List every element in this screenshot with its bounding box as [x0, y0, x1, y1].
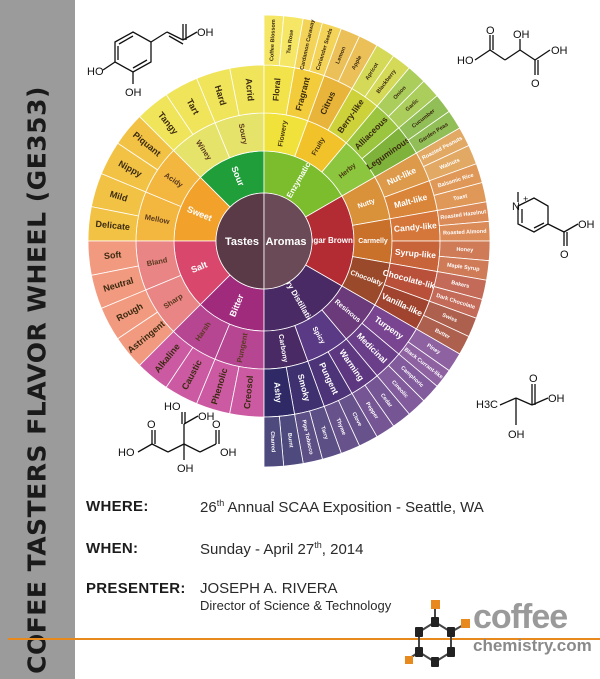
trig-o: O [560, 249, 569, 261]
citric-oh3: OH [220, 447, 237, 459]
lactic-oh1: OH [508, 429, 525, 441]
caffeic-oh-low: OH [125, 87, 142, 99]
taste-mid-label-soury: Soury [237, 123, 250, 146]
aroma-desc-label-15: Toast [453, 193, 468, 202]
aroma-desc-label-18: Honey [456, 247, 474, 254]
center-aromas [263, 192, 313, 290]
taste-outer-nippy [100, 142, 159, 193]
taste-outer-astringent [117, 311, 175, 367]
taste-outer-creosol [229, 366, 265, 418]
taste-outer-hard [196, 67, 240, 124]
caffeic-oh: OH [197, 27, 214, 39]
malic-ho: HO [457, 55, 474, 67]
taste-outer-label-acrid: Acrid [244, 78, 256, 102]
coffee-chemistry-logo[interactable]: coffee chemistry.com [405, 598, 595, 668]
citric-ho1: HO [118, 447, 135, 459]
aroma-desc-label-16: Roasted Hazelnut [440, 209, 487, 221]
aroma-desc-35 [263, 415, 285, 468]
molecule-logo-icon [405, 600, 470, 667]
citric-o3: O [212, 419, 221, 431]
lactic-acid-molecule: H3C OH OH O [476, 373, 565, 441]
aroma-outer-label-ashy: Ashy [272, 382, 284, 404]
taste-outer-alkaline [138, 330, 194, 388]
aroma-mid-label-carbony: Carbony [277, 334, 289, 363]
citric-o1: O [147, 419, 156, 431]
aroma-desc-label-35: Charred [269, 431, 276, 452]
citric-oh1: OH [198, 411, 215, 423]
aroma-desc-label-1: Tea Rose [286, 29, 295, 54]
center-aromas-label: Aromas [266, 236, 307, 248]
aroma-desc-label-34: Burnt [286, 433, 294, 448]
lactic-h3c: H3C [476, 399, 498, 411]
taste-outer-label-soft: Soft [103, 249, 121, 261]
taste-outer-tangy [138, 94, 194, 152]
malic-o2: O [531, 78, 540, 90]
caffeic-ho: HO [87, 66, 104, 78]
citric-oh2: OH [177, 463, 194, 475]
logo-text-coffee: coffee [473, 598, 568, 636]
where-value: 26th Annual SCAA Exposition - Seattle, W… [200, 498, 484, 516]
center-tastes-label: Tastes [225, 236, 259, 248]
taste-outer-neutral [90, 265, 147, 309]
aroma-desc-label-22: Swiss [441, 313, 458, 325]
trigonelline-molecule: N + OH O [512, 192, 595, 261]
taste-outer-piquant [117, 115, 175, 171]
lactic-o: O [529, 373, 538, 385]
aroma-inner-label-sugar-browning: Sugar Browning [303, 236, 365, 245]
trig-n: N [512, 201, 520, 213]
taste-outer-phenolic [196, 358, 240, 415]
taste-outer-rough [100, 289, 159, 340]
logo-text-chemistry: chemistry.com [473, 636, 592, 655]
caffeic-acid-molecule: HO OH OH [87, 24, 214, 99]
logo-node-orange [431, 600, 440, 609]
taste-outer-soft [87, 240, 139, 276]
when-label: WHEN: [86, 540, 139, 557]
citric-ho2: HO [164, 401, 181, 413]
taste-outer-label-mild: Mild [109, 189, 129, 204]
taste-outer-label-delicate: Delicate [95, 219, 130, 232]
center-tastes [215, 192, 265, 290]
taste-outer-mild [90, 173, 147, 217]
taste-mid-label-bland: Bland [146, 255, 169, 268]
aroma-desc-label-32: Tarry [319, 426, 329, 441]
malic-o1: O [486, 25, 495, 37]
trig-plus: + [523, 194, 528, 204]
accent-divider [8, 638, 600, 640]
aroma-mid-label-flowery: Flowery [278, 120, 290, 147]
lactic-oh2: OH [548, 393, 565, 405]
citric-acid-molecule: HO O HO OH OH OH O O [118, 401, 237, 475]
trig-oh: OH [578, 219, 595, 231]
aroma-outer-label-candy-like: Candy-like [394, 220, 438, 234]
taste-outer-label-creosol: Creosol [242, 375, 255, 409]
aroma-desc-label-20: Bakers [451, 280, 470, 290]
taste-outer-delicate [87, 206, 139, 242]
presenter-label: PRESENTER: [86, 580, 186, 597]
aroma-desc-label-19: Maple Syrup [447, 263, 481, 273]
aroma-outer-label-floral: Floral [271, 78, 283, 102]
where-label: WHERE: [86, 498, 149, 515]
aroma-desc-label-17: Roasted Almond [443, 229, 487, 237]
malic-acid-molecule: HO O OH OH O [457, 25, 568, 90]
presenter-title: Director of Science & Technology [200, 598, 392, 613]
malic-oh1: OH [513, 29, 530, 41]
taste-outer-caustic [165, 346, 216, 405]
aroma-outer-label-syrup-like: Syrup-like [395, 247, 437, 261]
taste-outer-tart [165, 77, 216, 136]
malic-oh2: OH [551, 45, 568, 57]
when-value: Sunday - April 27th, 2014 [200, 540, 364, 558]
flavor-wheel: SourSweetSaltBitterSouryWineyAcidyMellow… [87, 14, 491, 468]
sidebar [0, 0, 75, 679]
presenter-name: JOSEPH A. RIVERA [200, 580, 338, 597]
aroma-desc-label-0: Coffee Blossom [269, 19, 277, 61]
aroma-mid-label-carmelly: Carmelly [358, 238, 388, 245]
